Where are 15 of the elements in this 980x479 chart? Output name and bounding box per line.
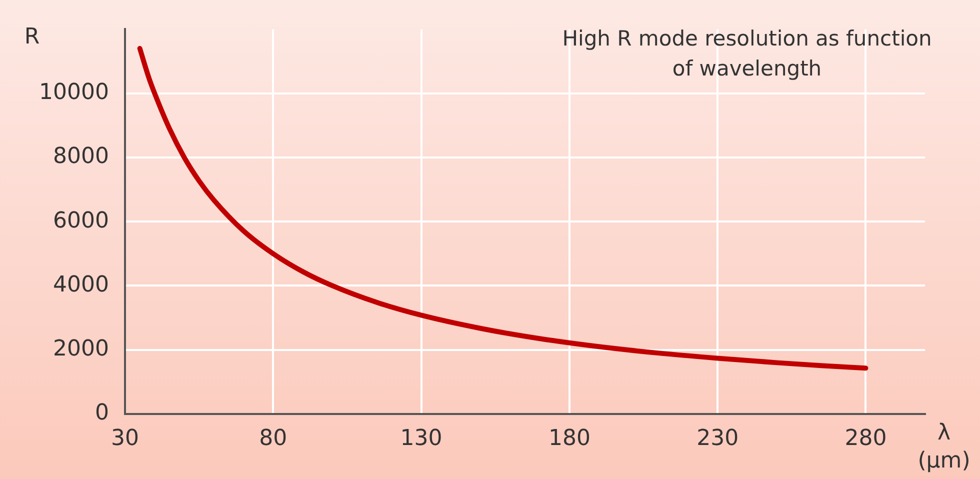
y-axis-title: R — [24, 24, 40, 50]
y-tick-label: 10000 — [39, 80, 109, 106]
annotation: High R mode resolution as function of wavelength — [562, 26, 932, 80]
y-tick-label: 6000 — [53, 208, 109, 234]
x-tick-label: 130 — [400, 426, 442, 451]
x-tick-label: 280 — [844, 426, 887, 451]
x-tick-label: 180 — [548, 426, 590, 451]
y-tick-label: 2000 — [53, 336, 109, 362]
x-tick-label: 30 — [111, 426, 139, 451]
y-tick-label: 0 — [95, 400, 109, 426]
x-tick-label: 230 — [696, 426, 739, 451]
y-tick-label: 4000 — [53, 272, 109, 298]
x-axis-title: λ (μm) — [918, 420, 970, 474]
y-tick-label: 8000 — [53, 144, 109, 170]
x-tick-label: 80 — [259, 426, 288, 451]
